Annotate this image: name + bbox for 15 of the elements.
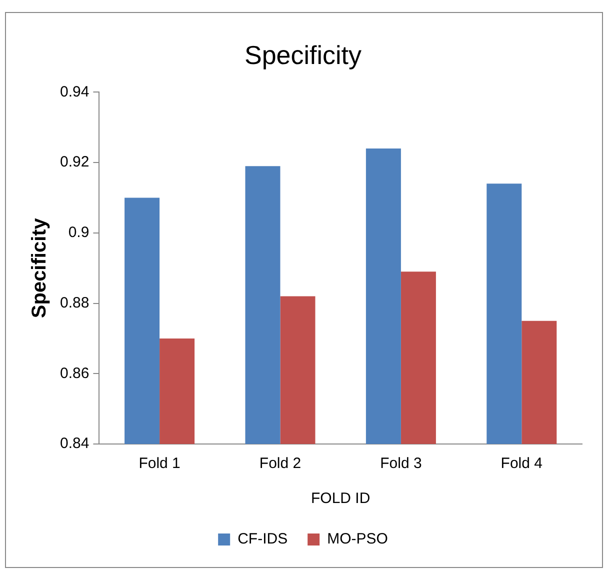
y-tick-label: 0.86 (60, 364, 90, 382)
y-axis-title: Specificity (28, 217, 51, 318)
legend-label: MO-PSO (327, 530, 388, 548)
chart-title: Specificity (244, 40, 362, 70)
y-tick-label: 0.92 (60, 154, 90, 171)
y-tick-label: 0.94 (60, 83, 90, 100)
y-tick-label: 0.84 (60, 435, 90, 452)
x-tick-label: Fold 4 (500, 455, 542, 472)
y-tick-label: 0.88 (60, 294, 90, 312)
legend-label: CF-IDS (238, 530, 288, 548)
x-tick-label: Fold 2 (259, 455, 302, 472)
x-tick-label: Fold 1 (138, 455, 180, 472)
x-tick-label: Fold 3 (380, 455, 422, 472)
y-tick-label: 0.9 (68, 224, 90, 242)
x-axis-title: FOLD ID (311, 490, 370, 508)
